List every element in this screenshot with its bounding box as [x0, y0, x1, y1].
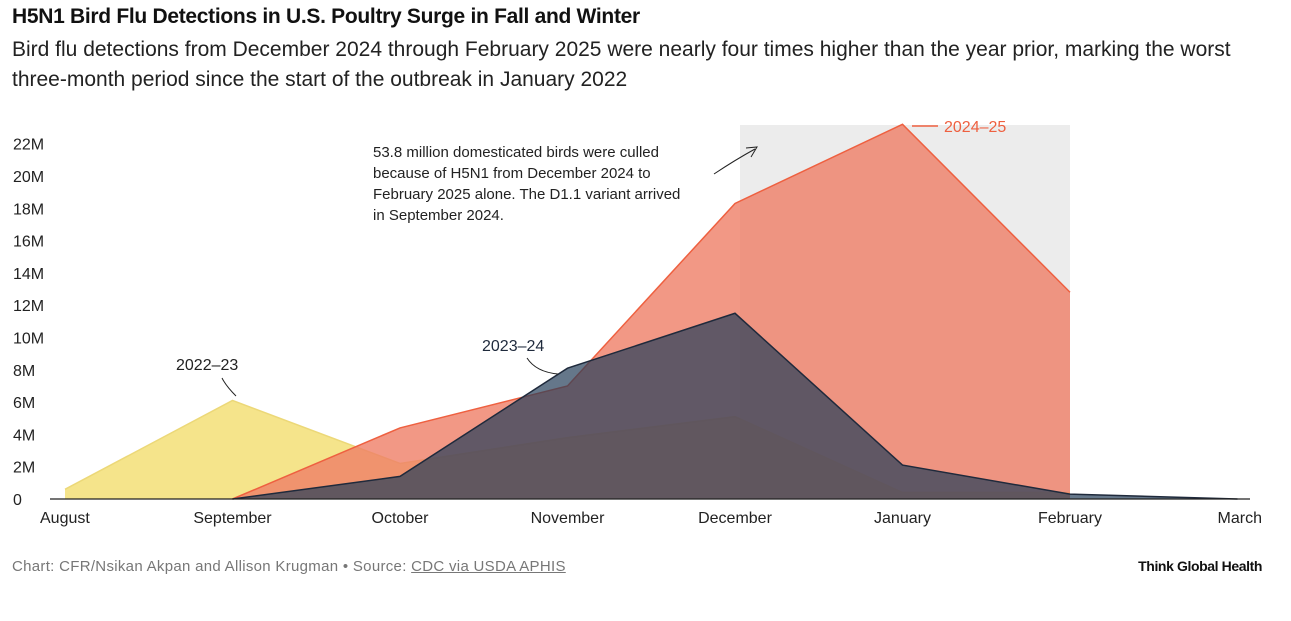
x-tick-label: December: [698, 510, 772, 527]
y-tick-label: 8M: [13, 363, 35, 380]
chart-subtitle: Bird flu detections from December 2024 t…: [12, 38, 1231, 91]
y-tick-label: 12M: [13, 298, 44, 315]
annotation-arrow: [713, 148, 756, 175]
line-series-202324: [232, 312, 1238, 500]
source-link[interactable]: CDC via USDA APHIS: [411, 558, 566, 575]
annotation-line: February 2025 alone. The D1.1 variant ar…: [373, 186, 680, 203]
annotation-arrowhead: [745, 146, 758, 158]
y-tick-label: 14M: [13, 266, 44, 283]
x-tick-label: August: [40, 510, 90, 527]
y-tick-label: 20M: [13, 169, 44, 186]
brand-logo: Think Global Health: [1138, 558, 1262, 574]
chart-title: H5N1 Bird Flu Detections in U.S. Poultry…: [12, 5, 640, 28]
line-series-202425: [232, 123, 1071, 500]
y-tick-label: 22M: [13, 137, 44, 154]
annotation-line: 53.8 million domesticated birds were cul…: [373, 144, 659, 161]
series-label-2024-25: 2024–25: [944, 119, 1006, 136]
x-tick-label: January: [874, 510, 931, 527]
x-tick-label: March: [1218, 510, 1262, 527]
area-series-202425: [232, 124, 1070, 499]
y-tick-label: 10M: [13, 331, 44, 348]
series-label-2022-23-pointer: [221, 377, 237, 397]
credit-text: Chart: CFR/Nsikan Akpan and Allison Krug…: [12, 558, 412, 575]
series-label-2023-24: 2023–24: [482, 338, 544, 355]
series-label-2022-23: 2022–23: [176, 357, 238, 374]
source-credit: Chart: CFR/Nsikan Akpan and Allison Krug…: [12, 558, 566, 575]
annotation-text: 53.8 million domesticated birds were cul…: [373, 144, 680, 224]
series-label-2023-24-pointer: [526, 357, 559, 375]
x-tick-label: February: [1038, 510, 1102, 527]
annotation-line: in September 2024.: [373, 207, 504, 224]
x-tick-label: September: [193, 510, 272, 527]
annotation-line: because of H5N1 from December 2024 to: [373, 165, 651, 182]
y-tick-label: 4M: [13, 427, 35, 444]
y-tick-label: 2M: [13, 460, 35, 477]
y-tick-label: 16M: [13, 234, 44, 251]
y-tick-label: 0: [13, 492, 22, 509]
area-series-202324: [232, 313, 1238, 499]
x-tick-label: November: [531, 510, 605, 527]
y-tick-label: 18M: [13, 201, 44, 218]
x-tick-label: October: [372, 510, 430, 527]
y-tick-label: 6M: [13, 395, 35, 412]
